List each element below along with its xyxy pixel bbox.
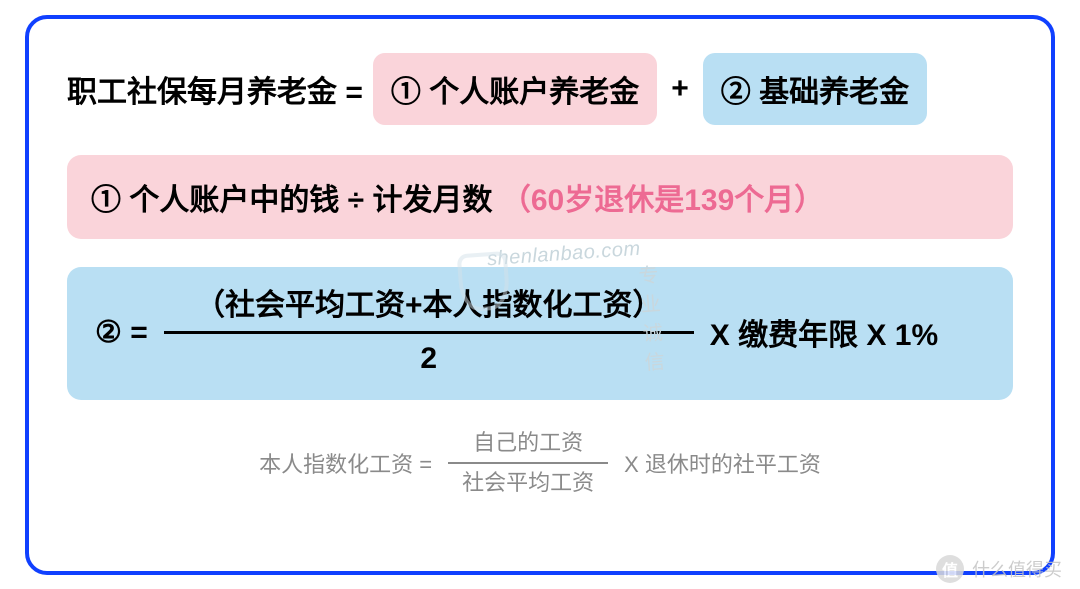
formula-row-index-wage: 本人指数化工资 = 自己的工资 社会平均工资 X 退休时的社平工资 [67, 428, 1013, 500]
basic-fraction: （社会平均工资+本人指数化工资） 2 [164, 285, 694, 380]
basic-frac-top: （社会平均工资+本人指数化工资） [195, 285, 663, 331]
personal-note: （60岁退休是139个月） [501, 184, 824, 217]
index-fraction: 自己的工资 社会平均工资 [448, 428, 608, 500]
footer-watermark: 值 什么值得买 [936, 555, 1062, 583]
basic-tail: X 缴费年限 X 1% [710, 310, 938, 354]
watermark-url: shenlanbao.com [486, 237, 641, 271]
index-lhs: 本人指数化工资 = [259, 447, 432, 479]
index-frac-top: 自己的工资 [473, 428, 583, 463]
plus-sign: + [667, 72, 693, 106]
total-lhs: 职工社保每月养老金 = [67, 67, 363, 111]
formula-row-basic: shenlanbao.com 专业 诚信 ② = （社会平均工资+本人指数化工资… [67, 267, 1013, 400]
term-basic-pension: ② 基础养老金 [703, 53, 927, 125]
basic-lhs: ② = [95, 315, 148, 350]
footer-badge-icon: 值 [936, 555, 964, 583]
personal-formula: ① 个人账户中的钱 ÷ 计发月数 [91, 184, 492, 217]
basic-frac-bot: 2 [420, 334, 437, 380]
index-tail: X 退休时的社平工资 [624, 447, 821, 479]
watermark: shenlanbao.com 专业 诚信 [486, 237, 641, 271]
formula-row-personal: ① 个人账户中的钱 ÷ 计发月数 （60岁退休是139个月） [67, 155, 1013, 239]
index-frac-bot: 社会平均工资 [462, 464, 594, 499]
footer-text: 什么值得买 [972, 556, 1062, 582]
formula-card: 职工社保每月养老金 = ① 个人账户养老金 + ② 基础养老金 ① 个人账户中的… [25, 15, 1055, 575]
formula-row-total: 职工社保每月养老金 = ① 个人账户养老金 + ② 基础养老金 [67, 53, 1013, 125]
term-personal-account: ① 个人账户养老金 [373, 53, 657, 125]
